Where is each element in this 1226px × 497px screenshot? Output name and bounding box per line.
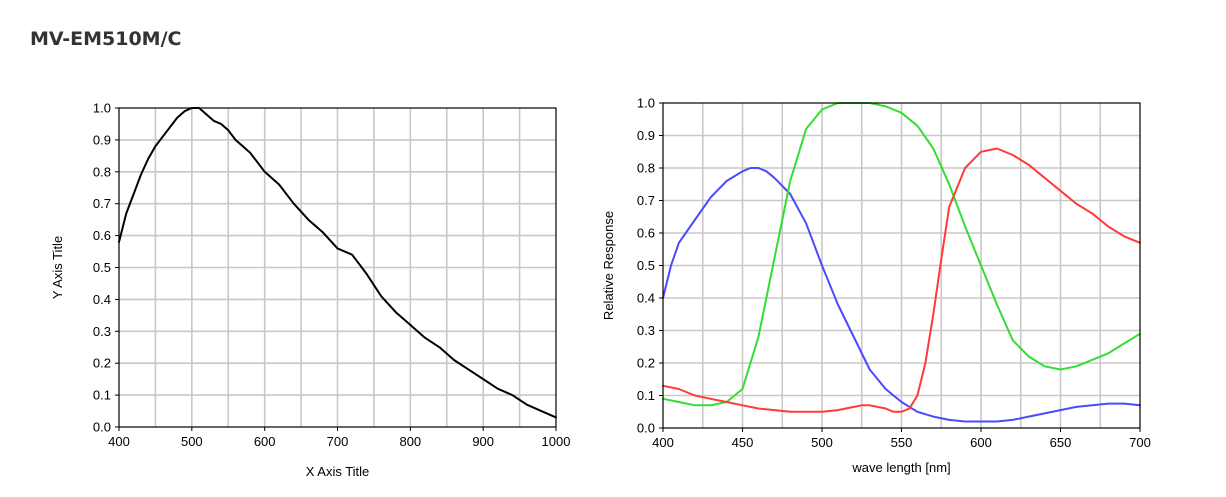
left-y-tick-label-3: 0.3 <box>93 324 111 339</box>
left-x-tick-label-4: 800 <box>399 434 421 449</box>
right-x-tick-label-5: 650 <box>1050 435 1072 450</box>
left-y-axis-title: Y Axis Title <box>50 236 65 299</box>
left-x-tick-label-1: 500 <box>181 434 203 449</box>
left-y-tick-label-6: 0.6 <box>93 228 111 243</box>
right-x-tick-label-1: 450 <box>732 435 754 450</box>
left-y-tick-label-10: 1.0 <box>93 101 111 116</box>
left-x-tick-label-2: 600 <box>254 434 276 449</box>
right-x-tick-label-6: 700 <box>1129 435 1151 450</box>
left-y-tick-label-0: 0.0 <box>93 420 111 435</box>
right-series-line-2 <box>662 147 1141 413</box>
right-y-tick-label-8: 0.8 <box>637 161 655 176</box>
left-y-tick-label-7: 0.7 <box>93 196 111 211</box>
right-y-tick-label-2: 0.2 <box>637 356 655 371</box>
right-series-line-0 <box>662 167 1141 423</box>
right-x-tick-label-4: 600 <box>970 435 992 450</box>
right-y-tick-label-1: 0.1 <box>637 388 655 403</box>
right-y-tick-label-7: 0.7 <box>637 193 655 208</box>
right-x-tick-label-2: 500 <box>811 435 833 450</box>
right-y-tick-label-10: 1.0 <box>637 96 655 111</box>
right-y-tick-label-4: 0.4 <box>637 291 655 306</box>
right-y-tick-label-3: 0.3 <box>637 323 655 338</box>
left-series-line-0 <box>118 107 557 419</box>
right-y-tick-label-5: 0.5 <box>637 258 655 273</box>
left-y-tick-label-1: 0.1 <box>93 388 111 403</box>
left-x-tick-label-0: 400 <box>108 434 130 449</box>
right-y-tick-label-0: 0.0 <box>637 421 655 436</box>
right-y-axis-title: Relative Response <box>601 211 616 320</box>
chart-left: 0.0 0.1 0.2 0.3 0.4 0.5 0.6 0.7 0.8 0.9 1.0 400 500 6… <box>50 101 570 480</box>
right-x-axis-title: wave length [nm] <box>851 460 950 475</box>
left-y-tick-label-9: 0.9 <box>93 132 111 147</box>
left-y-tick-label-5: 0.5 <box>93 260 111 275</box>
right-y-tick-label-9: 0.9 <box>637 128 655 143</box>
left-x-tick-label-5: 900 <box>472 434 494 449</box>
left-x-tick-label-3: 700 <box>327 434 349 449</box>
left-y-tick-label-2: 0.2 <box>93 356 111 371</box>
chart-right: 0.0 0.1 0.2 0.3 0.4 0.5 0.6 0.7 0.8 0.9 1.0 400 450 5… <box>601 96 1151 476</box>
right-y-tick-label-6: 0.6 <box>637 226 655 241</box>
left-y-tick-label-4: 0.4 <box>93 292 111 307</box>
page-title: MV-EM510M/C <box>30 28 182 50</box>
right-x-tick-label-0: 400 <box>652 435 674 450</box>
left-y-tick-label-8: 0.8 <box>93 164 111 179</box>
left-x-axis-title: X Axis Title <box>306 464 370 479</box>
right-x-tick-label-3: 550 <box>891 435 913 450</box>
right-series-line-1 <box>662 102 1141 407</box>
left-x-tick-label-6: 1000 <box>542 434 571 449</box>
